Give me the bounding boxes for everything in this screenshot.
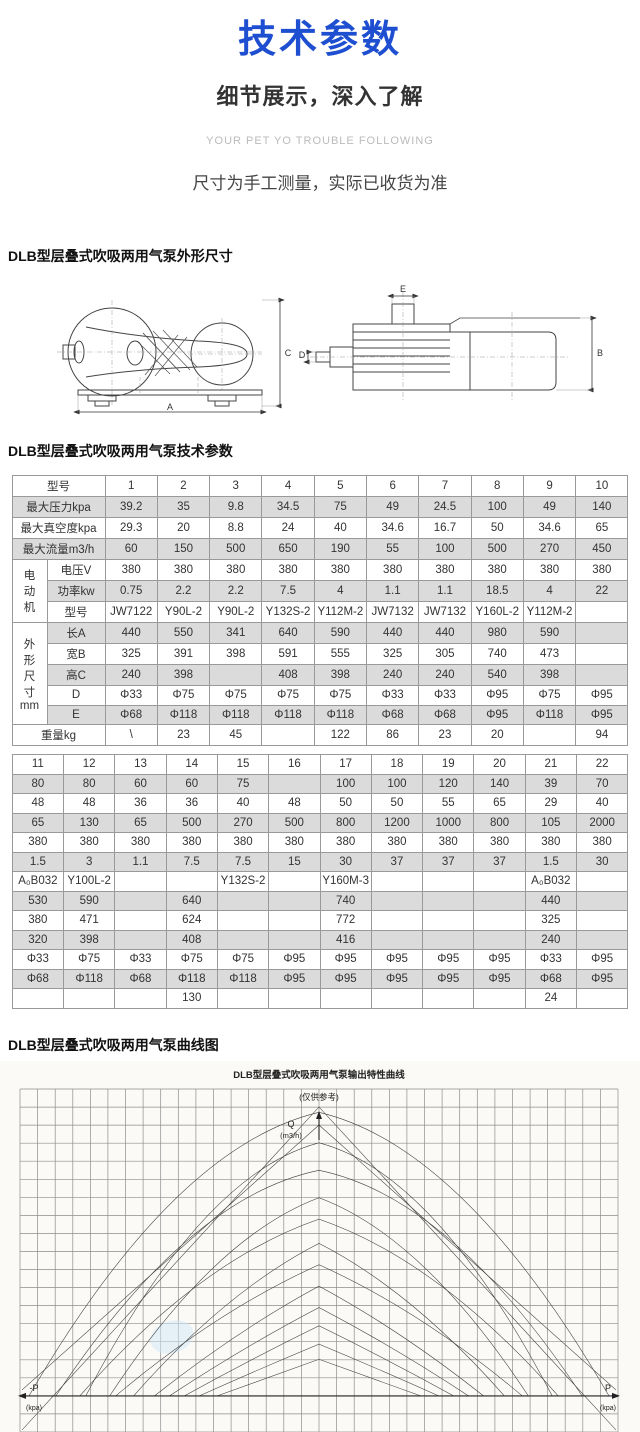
svg-text:(kpa): (kpa) — [600, 1404, 616, 1411]
svg-text:D: D — [299, 350, 306, 360]
svg-text:P: P — [605, 1382, 611, 1392]
svg-text:(kpa): (kpa) — [26, 1404, 42, 1411]
svg-text:-P: -P — [30, 1382, 39, 1392]
svg-text:B: B — [597, 348, 603, 358]
svg-text:(m3/h): (m3/h) — [280, 1131, 302, 1140]
svg-text:Q: Q — [287, 1119, 294, 1129]
svg-text:E: E — [400, 284, 406, 294]
svg-text:A: A — [167, 402, 173, 412]
svg-text:C: C — [285, 348, 292, 358]
svg-text:DLB型层叠式吹吸两用气泵输出特性曲线: DLB型层叠式吹吸两用气泵输出特性曲线 — [233, 1069, 405, 1081]
svg-text:(仅供参考): (仅供参考) — [299, 1092, 339, 1102]
